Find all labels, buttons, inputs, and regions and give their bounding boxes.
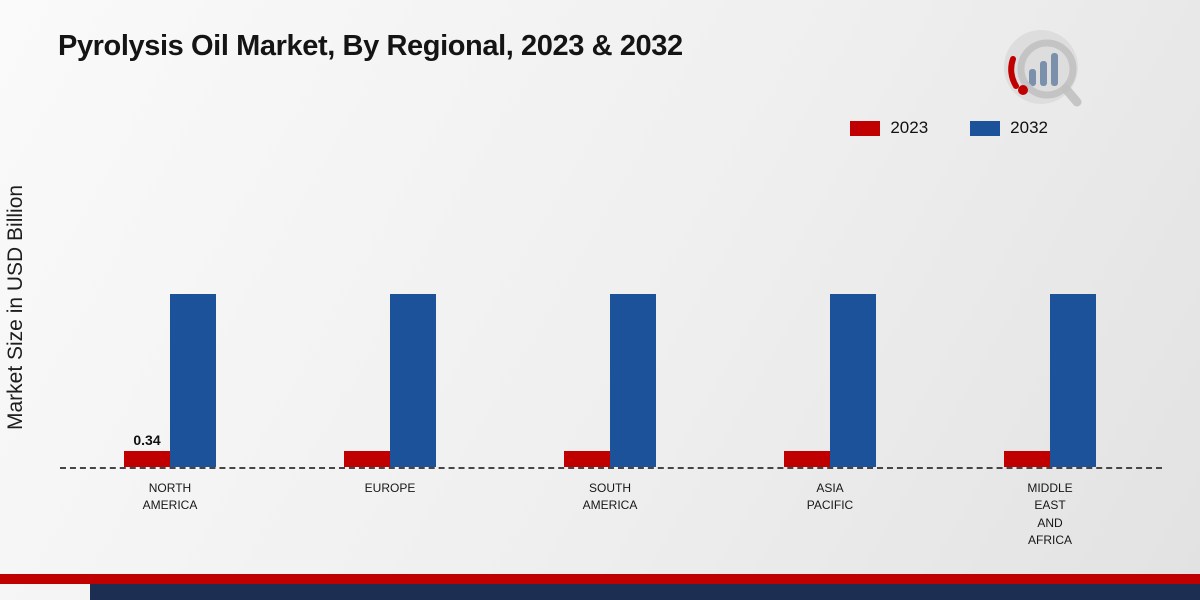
category-cell-south-america: SOUTH AMERICA [500, 480, 720, 550]
bar-group-middle-east-and-africa [940, 267, 1160, 467]
footer-red-stripe [0, 574, 1200, 584]
bar-slot-2023-asia-pacific [784, 451, 830, 467]
bar-group-north-america: 0.34 [60, 267, 280, 467]
category-axis: NORTH AMERICA EUROPE SOUTH AMERICA ASIA PAC… [60, 480, 1160, 550]
footer-navy-stripe [90, 584, 1200, 600]
category-label-south-america: SOUTH AMERICA [582, 481, 638, 513]
bar-2032-middle-east-and-africa [1050, 294, 1096, 467]
bar-2023-north-america [124, 450, 170, 467]
bar-slot-2032-south-america [610, 294, 656, 467]
category-label-asia-pacific: ASIA PACIFIC [806, 481, 854, 513]
bar-slot-2023-north-america: 0.34 [124, 432, 170, 467]
category-cell-europe: EUROPE [280, 480, 500, 550]
category-cell-asia-pacific: ASIA PACIFIC [720, 480, 940, 550]
y-axis-title: Market Size in USD Billion [4, 184, 27, 431]
bar-group-asia-pacific [720, 267, 940, 467]
bar-2023-asia-pacific [784, 451, 830, 467]
bar-slot-2023-middle-east-and-africa [1004, 451, 1050, 467]
brand-logo [1000, 26, 1090, 116]
chart-magnifier-icon [1004, 30, 1082, 107]
bar-slot-2032-middle-east-and-africa [1050, 294, 1096, 467]
legend-label-2032: 2032 [1010, 118, 1048, 137]
bar-slot-2032-europe [390, 294, 436, 467]
bar-slot-2032-asia-pacific [830, 294, 876, 467]
legend-swatch-2023 [850, 120, 881, 136]
legend-label-2023: 2023 [890, 118, 929, 137]
legend: 2023 2032 [850, 118, 1048, 138]
bar-group-south-america [500, 267, 720, 467]
category-cell-middle-east-and-africa: MIDDLE EAST AND AFRICA [940, 480, 1160, 550]
legend-swatch-2032 [970, 120, 1001, 136]
x-axis-line [60, 467, 1162, 469]
bar-2023-europe [344, 451, 390, 467]
bar-group-europe [280, 267, 500, 467]
bar-slot-2032-north-america [170, 294, 216, 467]
bar-2023-middle-east-and-africa [1004, 451, 1050, 467]
bar-2032-south-america [610, 294, 656, 467]
bar-2023-south-america [564, 451, 610, 467]
bar-slot-2023-europe [344, 451, 390, 467]
category-label-middle-east-and-africa: MIDDLE EAST AND AFRICA [1027, 481, 1073, 548]
category-cell-north-america: NORTH AMERICA [60, 480, 280, 550]
category-label-europe: EUROPE [364, 481, 416, 495]
legend-item-2023: 2023 [850, 118, 928, 138]
plot-area: 0.34 [60, 267, 1160, 467]
bar-2032-north-america [170, 294, 216, 467]
legend-item-2032: 2032 [970, 118, 1048, 138]
category-label-north-america: NORTH AMERICA [142, 481, 198, 513]
bar-2032-asia-pacific [830, 294, 876, 467]
chart-title: Pyrolysis Oil Market, By Regional, 2023 … [58, 30, 683, 62]
bar-2032-europe [390, 294, 436, 467]
data-label-north-america: 0.34 [133, 431, 161, 448]
bar-slot-2023-south-america [564, 451, 610, 467]
